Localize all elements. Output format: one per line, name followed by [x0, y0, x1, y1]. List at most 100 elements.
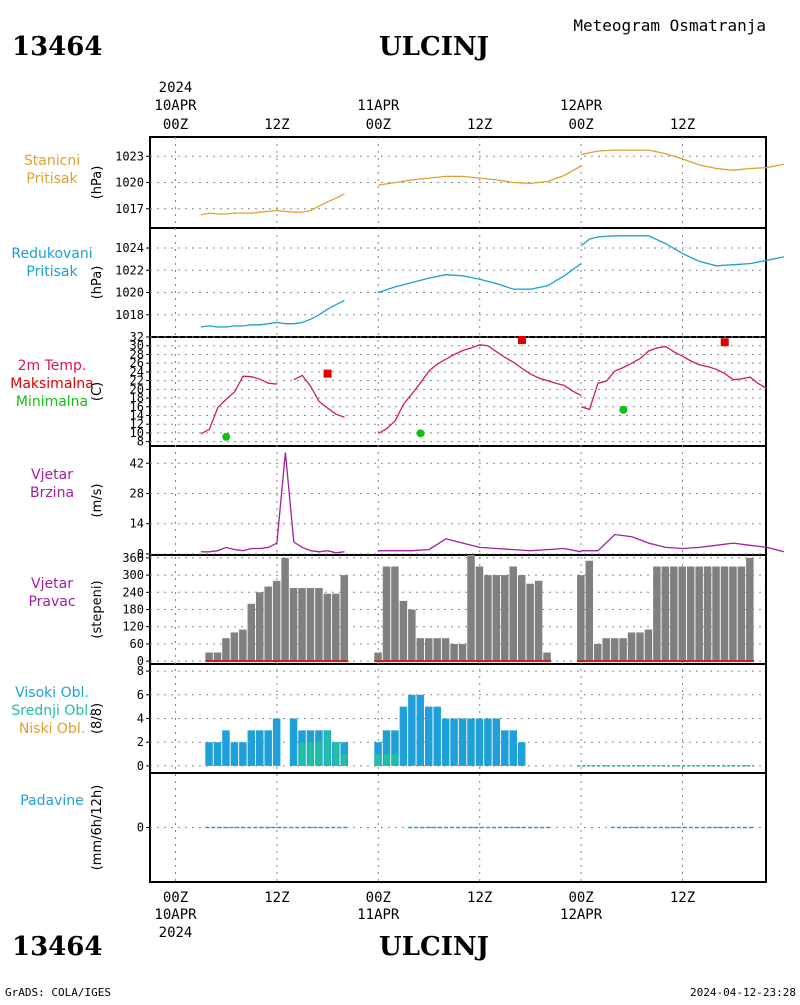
cloud-middle-bar [383, 754, 390, 766]
cloud-high-bar [467, 718, 475, 766]
hour-label-top: 00Z [163, 117, 188, 133]
panel-label: Maksimalna [10, 376, 94, 392]
wind-direction-bar [484, 575, 492, 662]
y-tick-label: 8 [137, 435, 144, 449]
y-tick-label: 10 [130, 426, 144, 440]
wind-direction-bar [230, 632, 239, 662]
wind-direction-bar [391, 566, 399, 662]
y-tick-label: 2 [137, 735, 144, 749]
wind-direction-bar [272, 580, 281, 662]
wind-direction-bar [289, 587, 298, 662]
cloud-high-bar [416, 694, 425, 766]
y-tick-label: 0 [137, 759, 144, 773]
cloud-high-bar [222, 730, 230, 766]
cloud-high-bar [239, 742, 247, 766]
y-tick-label: 240 [122, 585, 144, 599]
wind-direction-bar [577, 575, 585, 662]
cloud-middle-bar [392, 754, 398, 766]
wind-direction-bar [517, 575, 526, 662]
y-tick-label: 30 [130, 339, 144, 353]
cloud-high-bar [433, 706, 441, 766]
cloud-middle-bar [307, 742, 314, 766]
cloud-high-bar [230, 742, 239, 766]
year-label-bottom: 2024 [159, 925, 193, 941]
hour-label-bottom: 12Z [467, 890, 492, 906]
wind-direction-bar [298, 587, 306, 662]
cloud-high-bar [205, 742, 213, 766]
series-line-temperature [580, 345, 768, 411]
cloud-high-bar [289, 718, 298, 766]
wind-direction-bar [610, 638, 619, 662]
station-id-bottom: 13464 [12, 932, 102, 962]
timestamp-text: 2024-04-12-23:28 [690, 986, 796, 999]
hour-label-bottom: 12Z [264, 890, 289, 906]
min-temp-marker [619, 405, 628, 414]
series-line-temperature [293, 374, 345, 418]
series-line-station_pressure [200, 193, 345, 216]
y-tick-label: 1022 [115, 263, 144, 277]
cloud-high-bar [272, 718, 281, 766]
day-label-bottom: 11APR [357, 907, 400, 923]
wind-direction-bar [205, 652, 213, 662]
cloud-high-bar [213, 742, 222, 766]
wind-direction-bar [441, 638, 450, 662]
y-tick-label: 14 [130, 517, 144, 531]
series-line-wind_speed [200, 452, 345, 554]
y-tick-label: 14 [130, 408, 144, 422]
min-temp-marker [222, 432, 231, 441]
wind-direction-bar [239, 629, 247, 662]
panel-label: Vjetar [31, 467, 73, 483]
panel-label: Pravac [28, 594, 75, 610]
wind-direction-bar [526, 583, 534, 662]
cloud-middle-bar [316, 742, 322, 766]
wind-direction-bar [306, 587, 315, 662]
wind-direction-bar [534, 580, 543, 662]
wind-direction-bar [636, 632, 644, 662]
panel-label: 2m Temp. [18, 358, 87, 374]
panel-label: Redukovani [11, 246, 92, 262]
wind-direction-bar [712, 566, 720, 662]
y-tick-label: 26 [130, 356, 144, 370]
series-line-station_pressure [378, 165, 582, 186]
y-tick-label: 180 [122, 603, 144, 617]
plot-frame [149, 136, 767, 883]
wind-direction-bar [661, 566, 670, 662]
y-tick-label: 1017 [115, 202, 144, 216]
station-id-top: 13464 [12, 32, 102, 62]
wind-direction-bar [695, 566, 703, 662]
wind-direction-bar [382, 566, 391, 662]
cloud-middle-bar [375, 754, 381, 766]
y-tick-label: 16 [130, 400, 144, 414]
min-temp-marker [416, 429, 425, 438]
cloud-middle-bar [324, 730, 331, 766]
series-line-wind_speed [378, 538, 582, 553]
wind-direction-bar [509, 566, 517, 662]
cloud-high-bar [450, 718, 458, 766]
panel-label: Stanicni [24, 153, 80, 169]
wind-direction-bar [315, 587, 323, 662]
hour-label-top: 12Z [264, 117, 289, 133]
cloud-high-bar [492, 718, 501, 766]
units-label: (stepeni) [90, 580, 105, 638]
day-label-top: 12APR [560, 98, 603, 114]
wind-direction-bar [281, 557, 289, 662]
wind-direction-bar [729, 566, 737, 662]
panel-label: Padavine [20, 793, 84, 809]
cloud-high-bar [475, 718, 484, 766]
wind-direction-bar [678, 566, 686, 662]
cloud-high-bar [501, 730, 509, 766]
wind-direction-bar [264, 586, 272, 662]
station-name-top: ULCINJ [379, 32, 489, 62]
wind-direction-bar [720, 566, 729, 662]
cloud-high-bar [391, 730, 399, 766]
wind-direction-bar [543, 652, 551, 662]
day-label-top: 11APR [357, 98, 400, 114]
credit-text: GrADS: COLA/IGES [5, 986, 111, 999]
wind-direction-bar [644, 629, 653, 662]
cloud-middle-bar [333, 742, 339, 766]
cloud-high-bar [425, 706, 433, 766]
units-label: (m/s) [90, 484, 105, 518]
wind-direction-bar [467, 555, 475, 662]
wind-direction-bar [492, 575, 501, 662]
